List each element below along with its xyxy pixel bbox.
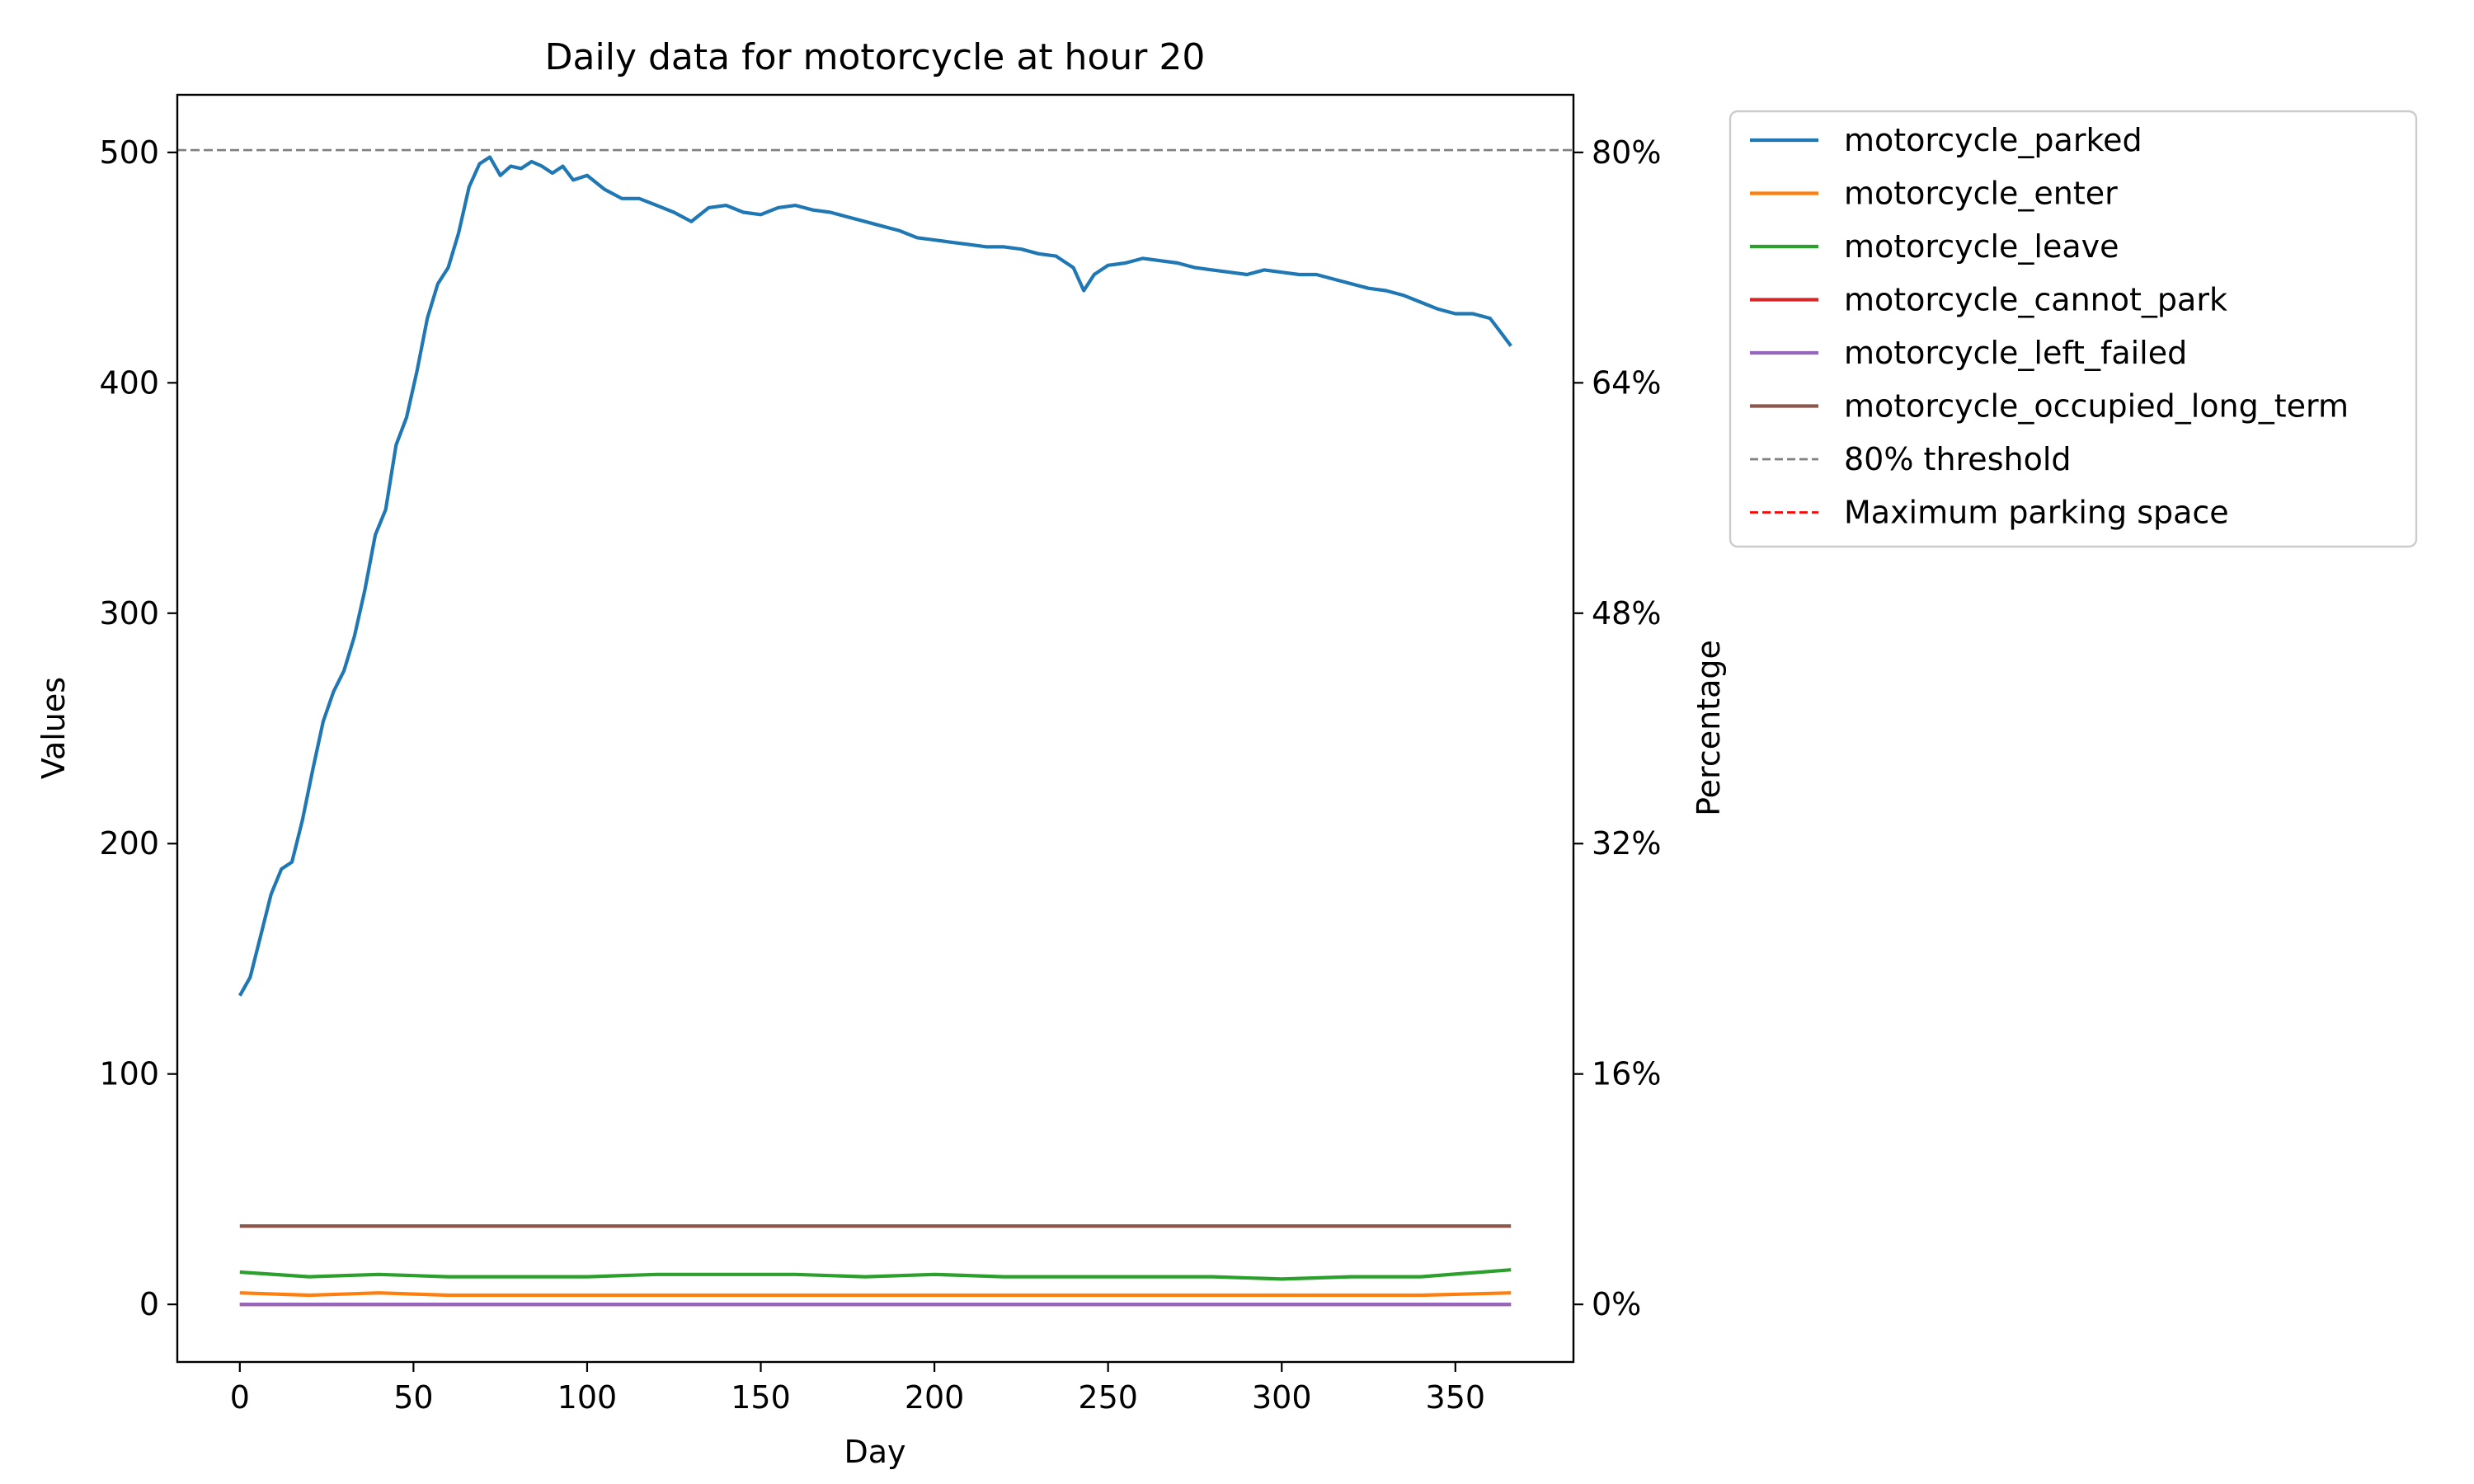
y-axis-right: 0% 16% 32% 48% 64% 80%: [1573, 134, 1661, 1322]
y2-tick-label: 48%: [1592, 595, 1661, 632]
x-tick-label: 300: [1252, 1379, 1312, 1416]
legend-label: motorcycle_cannot_park: [1844, 282, 2227, 318]
legend-label: 80% threshold: [1844, 441, 2072, 477]
legend-box: [1729, 110, 2418, 548]
x-tick-label: 0: [230, 1379, 250, 1416]
y-tick-label: 500: [99, 134, 159, 171]
series-line-motorcycle-parked: [238, 155, 1512, 997]
x-tick-label: 150: [731, 1379, 791, 1416]
x-axis-label: Day: [844, 1434, 905, 1470]
x-axis: 0 50 100 150 200 250 300 350: [230, 1362, 1485, 1416]
series-line-motorcycle-leave: [239, 1268, 1512, 1281]
plot-area: [177, 148, 1573, 1307]
x-tick-label: 250: [1078, 1379, 1138, 1416]
y-axis-label: Values: [35, 677, 72, 779]
y-tick-label: 200: [99, 825, 159, 862]
y-tick-label: 400: [99, 364, 159, 401]
y2-tick-label: 64%: [1592, 364, 1661, 401]
y-tick-label: 300: [99, 595, 159, 632]
legend-label: motorcycle_enter: [1844, 176, 2118, 212]
x-tick-label: 100: [557, 1379, 618, 1416]
legend-entries: motorcycle_parked motorcycle_entermotorcy…: [1750, 122, 2349, 531]
y-tick-label: 0: [139, 1286, 159, 1322]
series-line-motorcycle-enter: [239, 1291, 1512, 1298]
legend-label: motorcycle_parked: [1844, 122, 2142, 158]
y-tick-label: 100: [99, 1056, 159, 1092]
legend-label: motorcycle_left_failed: [1844, 335, 2187, 371]
y2-tick-label: 0%: [1592, 1286, 1641, 1322]
x-tick-label: 350: [1426, 1379, 1486, 1416]
legend: motorcycle_parked motorcycle_entermotorcy…: [1729, 110, 2418, 548]
y2-axis-label: Percentage: [1691, 640, 1727, 816]
x-tick-label: 50: [393, 1379, 433, 1416]
plot-frame: [176, 93, 1575, 1364]
x-tick-label: 200: [905, 1379, 965, 1416]
legend-label: motorcycle_leave: [1844, 228, 2119, 265]
y-axis-left: 0 100 200 300 400 500: [99, 134, 177, 1322]
legend-label: motorcycle_occupied_long_term: [1844, 388, 2349, 425]
y2-tick-label: 32%: [1592, 825, 1661, 862]
y2-tick-label: 16%: [1592, 1056, 1661, 1092]
chart-title: Daily data for motorcycle at hour 20: [545, 36, 1206, 78]
y2-tick-label: 80%: [1592, 134, 1661, 171]
legend-label: Maximum parking space: [1844, 495, 2229, 531]
